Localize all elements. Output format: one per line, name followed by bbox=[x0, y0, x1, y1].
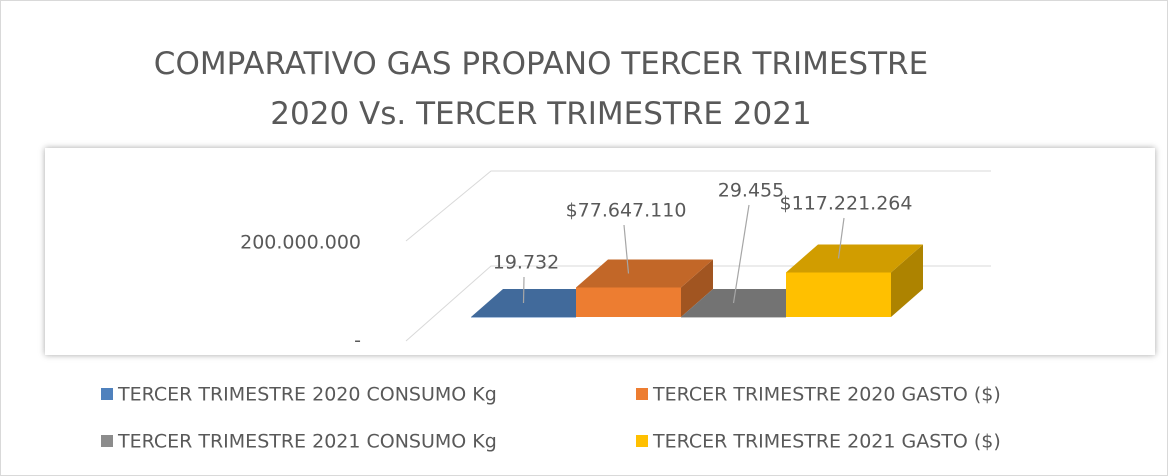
leader-line bbox=[522, 276, 525, 304]
legend-label: TERCER TRIMESTRE 2020 GASTO ($) bbox=[652, 384, 1001, 406]
bar bbox=[786, 272, 891, 317]
bar-top bbox=[471, 288, 608, 317]
bar-side bbox=[891, 244, 923, 317]
bar bbox=[681, 316, 786, 318]
legend-label: TERCER TRIMESTRE 2021 GASTO ($) bbox=[652, 431, 1001, 453]
leader-line bbox=[837, 217, 845, 259]
data-label: $77.647.110 bbox=[566, 200, 687, 222]
leader-line bbox=[732, 204, 750, 304]
legend-label: TERCER TRIMESTRE 2021 CONSUMO Kg bbox=[117, 431, 497, 453]
legend-swatch bbox=[101, 388, 113, 400]
bar-top bbox=[786, 244, 923, 273]
y-tick-label: 200.000.000 bbox=[240, 232, 361, 254]
bar bbox=[576, 287, 681, 317]
y-tick-label: - bbox=[354, 330, 361, 352]
bar bbox=[471, 316, 576, 318]
legend-swatch bbox=[101, 435, 113, 447]
leader-line bbox=[623, 224, 630, 274]
plot-area bbox=[45, 148, 1155, 355]
legend-label: TERCER TRIMESTRE 2020 CONSUMO Kg bbox=[117, 384, 497, 406]
bar-top bbox=[576, 259, 713, 288]
bar-side bbox=[681, 259, 713, 317]
legend-swatch bbox=[636, 388, 648, 400]
data-label: 29.455 bbox=[718, 180, 784, 202]
grid-line bbox=[405, 170, 991, 242]
data-label: $117.221.264 bbox=[780, 193, 913, 215]
chart-title: COMPARATIVO GAS PROPANO TERCER TRIMESTRE… bbox=[153, 46, 929, 132]
bar-top bbox=[681, 288, 818, 317]
legend-swatch bbox=[636, 435, 648, 447]
data-label: 19.732 bbox=[493, 252, 559, 274]
